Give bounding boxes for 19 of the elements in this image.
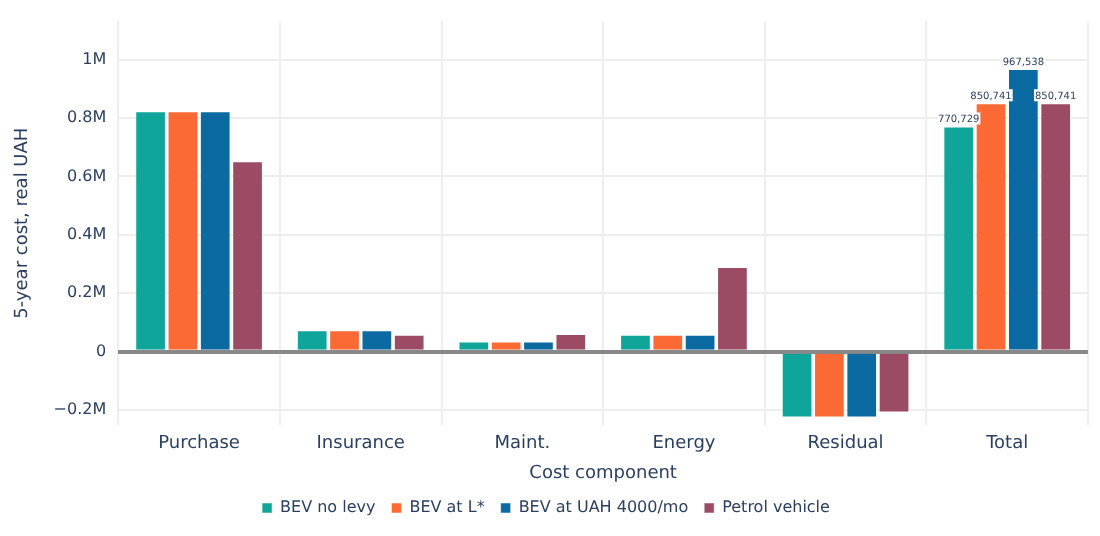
y-tick-label: −0.2M <box>53 400 107 419</box>
x-tick-label: Maint. <box>494 434 551 455</box>
legend-label: Petrol vehicle <box>722 498 831 517</box>
x-tick-label: Energy <box>652 434 717 455</box>
y-tick-label: 0.6M <box>67 166 107 185</box>
x-tick-label: Residual <box>807 434 884 455</box>
x-tick-label: Purchase <box>158 434 241 455</box>
x-axis-title: Cost component <box>529 463 678 484</box>
y-tick-label: 0 <box>96 341 107 360</box>
y-tick-label: 1M <box>82 49 107 68</box>
legend-label: BEV at L* <box>409 498 485 517</box>
y-tick-label: 0.2M <box>67 283 107 302</box>
legend-label: BEV no levy <box>280 498 376 517</box>
x-tick-label: Total <box>984 434 1029 455</box>
x-tick-label: Insurance <box>316 434 406 455</box>
y-tick-label: 0.4M <box>67 225 107 244</box>
y-tick-label: 0.8M <box>67 108 107 127</box>
legend-label: BEV at UAH 4000/mo <box>518 498 689 517</box>
y-axis-title: 5-year cost, real UAH <box>13 127 34 319</box>
